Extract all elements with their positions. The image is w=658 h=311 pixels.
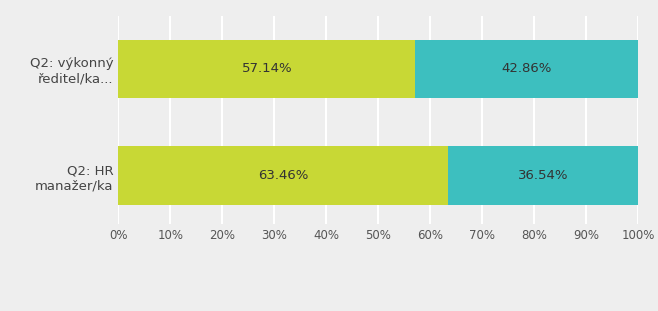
Text: 36.54%: 36.54% [518,169,569,182]
Bar [118,146,448,205]
Bar [415,39,638,98]
Text: 57.14%: 57.14% [241,63,292,76]
Bar [118,39,415,98]
Text: 42.86%: 42.86% [501,63,552,76]
Text: 63.46%: 63.46% [258,169,309,182]
Bar [448,146,638,205]
